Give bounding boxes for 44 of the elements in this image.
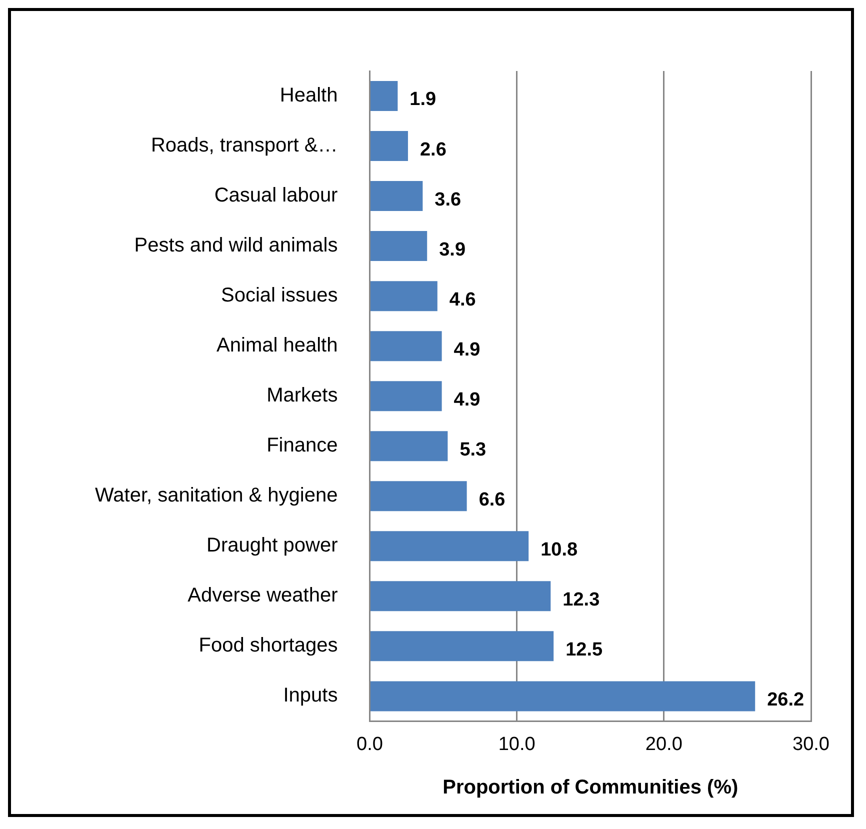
- bar: [370, 81, 398, 112]
- data-label: 4.9: [454, 389, 480, 410]
- data-label: 12.3: [562, 589, 600, 610]
- x-tick-label: 10.0: [498, 734, 536, 755]
- y-tick-label: Markets: [266, 384, 338, 407]
- data-label: 12.5: [566, 639, 604, 660]
- y-tick-label: Draught power: [206, 534, 338, 557]
- data-label: 1.9: [410, 89, 436, 110]
- data-label: 10.8: [540, 539, 578, 560]
- y-tick-label: Health: [280, 84, 338, 107]
- y-tick-label: Pests and wild animals: [134, 234, 338, 257]
- data-label: 3.6: [434, 189, 462, 210]
- data-label: 5.3: [460, 439, 486, 460]
- bar: [370, 131, 408, 162]
- x-tick-label: 0.0: [356, 734, 383, 755]
- y-tick-label: Food shortages: [198, 634, 338, 657]
- bar: [370, 181, 423, 212]
- bar: [370, 481, 467, 512]
- y-tick-label: Casual labour: [214, 184, 338, 207]
- data-label: 4.9: [454, 339, 480, 360]
- bar: [370, 531, 529, 562]
- y-tick-label: Roads, transport &…: [150, 134, 338, 157]
- bar: [370, 231, 428, 262]
- y-tick-label: Social issues: [221, 284, 338, 307]
- x-tick-label: 30.0: [792, 734, 830, 755]
- x-axis-title: Proportion of Communities (%): [442, 776, 738, 799]
- data-label: 4.6: [449, 289, 476, 310]
- bar: [370, 681, 756, 712]
- bar: [370, 631, 554, 662]
- y-tick-label: Water, sanitation & hygiene: [95, 484, 338, 507]
- data-label: 3.9: [439, 239, 466, 260]
- bar: [370, 581, 551, 612]
- bar: [370, 431, 448, 462]
- y-tick-label: Animal health: [216, 334, 338, 357]
- bar: [370, 331, 442, 362]
- data-label: 2.6: [420, 139, 446, 160]
- y-tick-label: Inputs: [283, 684, 338, 707]
- x-tick-label: 20.0: [645, 734, 682, 755]
- bar: [370, 281, 438, 312]
- data-label: 6.6: [478, 489, 506, 510]
- data-label: 26.2: [767, 689, 804, 710]
- y-tick-label: Finance: [266, 434, 338, 457]
- y-tick-label: Adverse weather: [188, 584, 338, 607]
- bar: [370, 381, 442, 412]
